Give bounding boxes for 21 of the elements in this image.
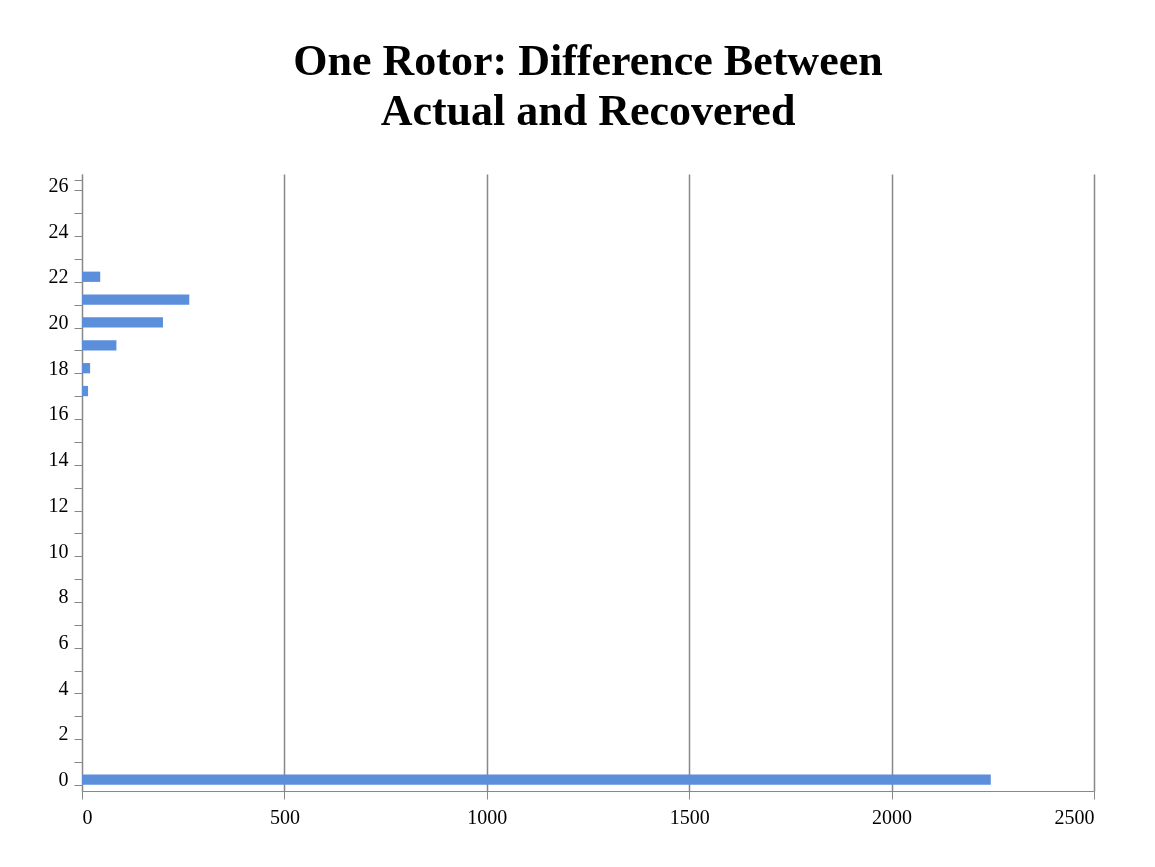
x-tick-label: 1500 [669, 805, 710, 828]
y-tick-label: 8 [58, 585, 69, 608]
y-tick-label: 14 [48, 448, 69, 471]
y-tick-label: 10 [48, 539, 69, 562]
x-tick-label: 1000 [467, 805, 508, 828]
y-tick-label: 16 [48, 402, 69, 425]
x-tick-label: 2000 [872, 805, 913, 828]
chart-title: One Rotor: Difference Between Actual and Recovered [293, 36, 883, 135]
y-tick-label: 22 [48, 265, 69, 288]
y-tick-label: 18 [48, 356, 69, 379]
y-tick-label: 4 [58, 676, 69, 699]
y-tick-label: 12 [48, 493, 69, 516]
y-tick-label: 2 [58, 722, 69, 745]
y-tick-label: 24 [48, 219, 69, 242]
y-tick-label: 6 [58, 631, 69, 654]
y-tick-label: 0 [58, 768, 69, 791]
y-tick-label: 26 [48, 173, 69, 196]
y-tick-label: 20 [48, 310, 69, 333]
x-tick-label: 2500 [1054, 805, 1095, 828]
x-tick-label: 500 [269, 805, 300, 828]
x-tick-label: 0 [82, 805, 93, 828]
